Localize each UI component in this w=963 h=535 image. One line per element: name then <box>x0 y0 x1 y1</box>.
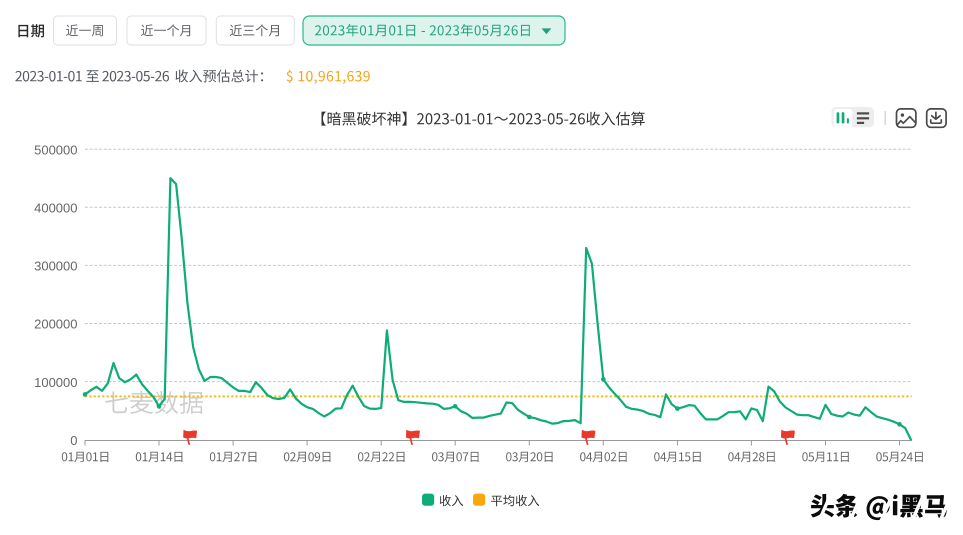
svg-text:0: 0 <box>70 433 77 448</box>
svg-text:100000: 100000 <box>34 375 77 390</box>
svg-text:300000: 300000 <box>34 259 77 274</box>
svg-text:500000: 500000 <box>34 142 77 157</box>
svg-text:200000: 200000 <box>34 317 77 332</box>
svg-text:400000: 400000 <box>34 201 77 216</box>
